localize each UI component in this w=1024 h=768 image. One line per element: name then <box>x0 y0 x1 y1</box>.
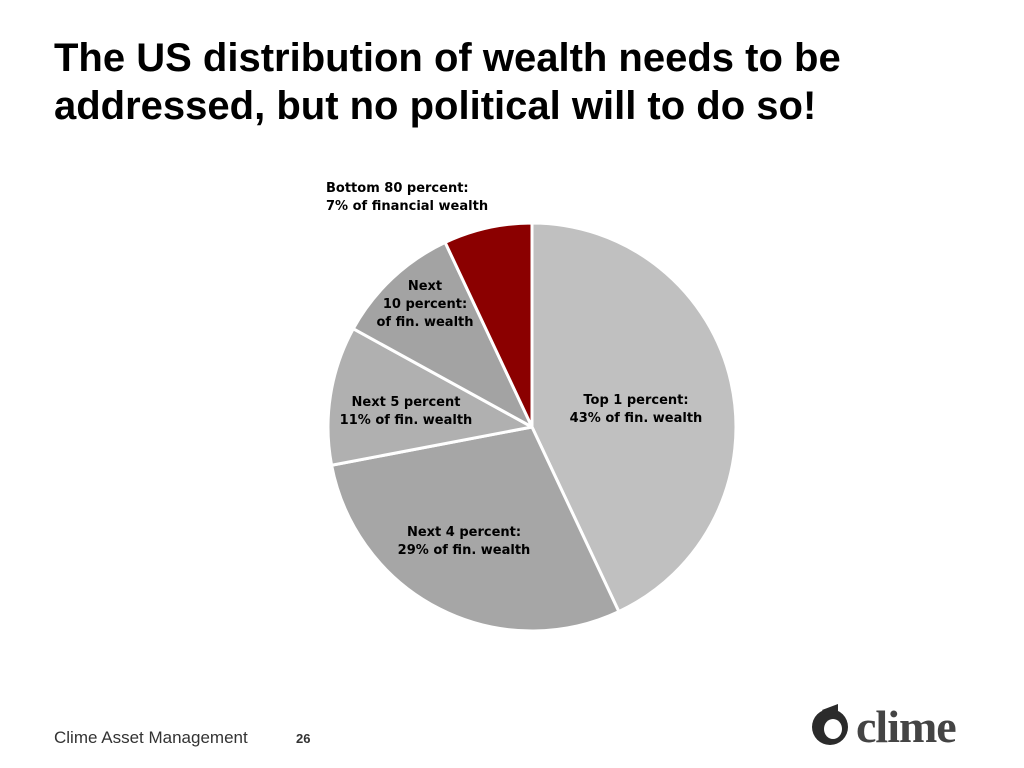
pie-slices <box>326 221 738 633</box>
slice-label-line: 29% of fin. wealth <box>398 543 531 558</box>
wealth-pie-chart: Top 1 percent: 43% of fin. wealth Next 4 p… <box>326 181 738 633</box>
slice-label-line: Next 5 percent <box>352 395 461 410</box>
clime-logo: clime <box>808 700 998 752</box>
slice-label-next-5-percent: Next 5 percent 11% of fin. wealth <box>340 395 473 428</box>
slice-label-line: Next 4 percent: <box>407 525 521 540</box>
pie-slice-next-5-percent <box>326 327 534 467</box>
slice-label-line: 10 percent: <box>383 297 467 312</box>
slice-label-next-4-percent: Next 4 percent: 29% of fin. wealth <box>398 525 531 558</box>
slide-title: The US distribution of wealth needs to b… <box>54 34 994 130</box>
pie-labels: Top 1 percent: 43% of fin. wealth Next 4 p… <box>326 181 702 558</box>
slice-label-line: Next <box>408 279 442 294</box>
slice-label-line: of fin. wealth <box>377 315 474 330</box>
logo-wordmark: clime <box>856 701 957 752</box>
slice-label-bottom-80-percent: Bottom 80 percent: 7% of financial wealth <box>326 181 488 214</box>
pie-slice-next-4-percent <box>330 425 621 633</box>
slice-label-next-10-percent: Next 10 percent: of fin. wealth <box>377 279 474 330</box>
pie-slice-top-1-percent <box>530 221 738 614</box>
slice-label-line: 43% of fin. wealth <box>570 411 703 426</box>
slice-label-line: Bottom 80 percent: <box>326 181 469 196</box>
slice-label-line: 11% of fin. wealth <box>340 413 473 428</box>
logo-mark-icon <box>812 704 848 745</box>
title-line-1: The US distribution of wealth needs to b… <box>54 36 841 80</box>
title-line-2: addressed, but no political will to do s… <box>54 84 817 128</box>
slice-label-top-1-percent: Top 1 percent: 43% of fin. wealth <box>570 393 703 426</box>
pie-slice-next-10-percent <box>351 240 534 429</box>
pie-slice-bottom-80-percent <box>443 221 534 429</box>
slice-label-line: Top 1 percent: <box>583 393 688 408</box>
page-number: 26 <box>296 731 311 746</box>
slice-label-line: 7% of financial wealth <box>326 199 488 214</box>
footer-company-name: Clime Asset Management <box>54 728 248 747</box>
